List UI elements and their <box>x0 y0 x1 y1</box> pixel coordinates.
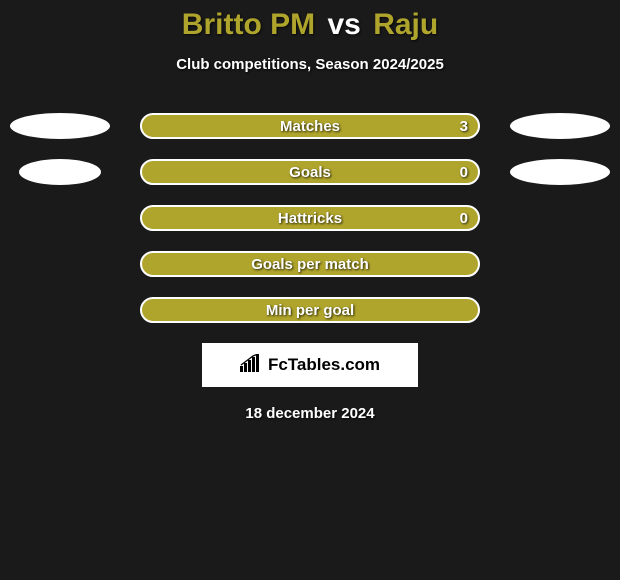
stat-bar: Min per goal <box>140 297 480 323</box>
stat-bar: Goals 0 <box>140 159 480 185</box>
stat-label: Hattricks <box>278 210 342 227</box>
stat-row: Goals 0 <box>0 159 620 185</box>
stat-value-right: 0 <box>460 164 468 181</box>
player2-pill <box>510 113 610 139</box>
stat-row: Min per goal <box>0 297 620 323</box>
stat-value-right: 3 <box>460 118 468 135</box>
comparison-chart: Matches 3 Goals 0 Hattricks 0 Goals per match M… <box>0 113 620 323</box>
stat-label: Goals <box>289 164 331 181</box>
player1-pill <box>19 159 101 185</box>
stat-row: Hattricks 0 <box>0 205 620 231</box>
player1-name: Britto PM <box>182 8 315 41</box>
page-title: Britto PM vs Raju <box>0 8 620 42</box>
branding-badge: FcTables.com <box>202 343 418 387</box>
stat-label: Min per goal <box>266 302 354 319</box>
stat-value-right: 0 <box>460 210 468 227</box>
branding-text: FcTables.com <box>268 355 380 375</box>
stat-bar: Goals per match <box>140 251 480 277</box>
stat-label: Matches <box>280 118 340 135</box>
date-label: 18 december 2024 <box>0 405 620 422</box>
player2-name: Raju <box>373 8 438 41</box>
stat-label: Goals per match <box>251 256 369 273</box>
player1-pill <box>10 113 110 139</box>
infographic-container: Britto PM vs Raju Club competitions, Sea… <box>0 0 620 580</box>
vs-separator: vs <box>327 8 360 41</box>
bar-chart-icon <box>240 354 262 377</box>
stat-row: Matches 3 <box>0 113 620 139</box>
stat-bar: Matches 3 <box>140 113 480 139</box>
subtitle: Club competitions, Season 2024/2025 <box>0 56 620 73</box>
stat-row: Goals per match <box>0 251 620 277</box>
player2-pill <box>510 159 610 185</box>
stat-bar: Hattricks 0 <box>140 205 480 231</box>
